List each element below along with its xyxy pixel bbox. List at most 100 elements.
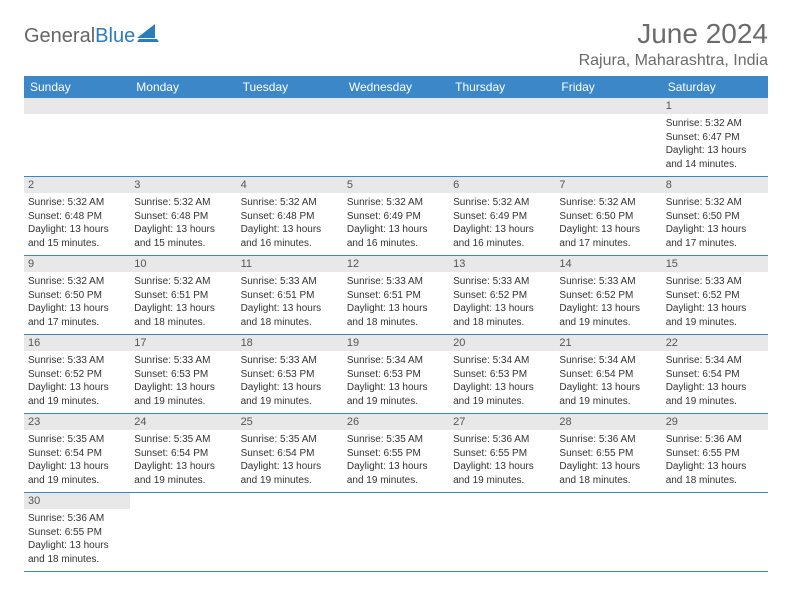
- daylight-text: Daylight: 13 hours and 19 minutes.: [559, 381, 657, 408]
- sunrise-text: Sunrise: 5:35 AM: [241, 433, 339, 447]
- sunrise-text: Sunrise: 5:33 AM: [559, 275, 657, 289]
- sunset-text: Sunset: 6:51 PM: [241, 289, 339, 303]
- calendar-cell: [130, 493, 236, 572]
- day-details: Sunrise: 5:34 AMSunset: 6:54 PMDaylight:…: [555, 351, 661, 413]
- day-number: 3: [130, 177, 236, 193]
- calendar-cell: [555, 493, 661, 572]
- daylight-text: Daylight: 13 hours and 18 minutes.: [241, 302, 339, 329]
- sail-icon: [137, 24, 159, 48]
- weekday-header-row: Sunday Monday Tuesday Wednesday Thursday…: [24, 76, 768, 98]
- sunset-text: Sunset: 6:54 PM: [559, 368, 657, 382]
- calendar-cell: 2Sunrise: 5:32 AMSunset: 6:48 PMDaylight…: [24, 177, 130, 256]
- day-details: Sunrise: 5:36 AMSunset: 6:55 PMDaylight:…: [555, 430, 661, 492]
- sunrise-text: Sunrise: 5:32 AM: [241, 196, 339, 210]
- sunrise-text: Sunrise: 5:34 AM: [559, 354, 657, 368]
- day-details: Sunrise: 5:35 AMSunset: 6:54 PMDaylight:…: [130, 430, 236, 492]
- calendar-cell: 28Sunrise: 5:36 AMSunset: 6:55 PMDayligh…: [555, 414, 661, 493]
- calendar-cell: 11Sunrise: 5:33 AMSunset: 6:51 PMDayligh…: [237, 256, 343, 335]
- day-number: 2: [24, 177, 130, 193]
- sunset-text: Sunset: 6:55 PM: [347, 447, 445, 461]
- daylight-text: Daylight: 13 hours and 14 minutes.: [666, 144, 764, 171]
- day-details: Sunrise: 5:34 AMSunset: 6:53 PMDaylight:…: [449, 351, 555, 413]
- sunrise-text: Sunrise: 5:36 AM: [559, 433, 657, 447]
- calendar-cell: 17Sunrise: 5:33 AMSunset: 6:53 PMDayligh…: [130, 335, 236, 414]
- day-details: Sunrise: 5:32 AMSunset: 6:48 PMDaylight:…: [24, 193, 130, 255]
- sunrise-text: Sunrise: 5:35 AM: [134, 433, 232, 447]
- day-details: Sunrise: 5:33 AMSunset: 6:52 PMDaylight:…: [555, 272, 661, 334]
- sunset-text: Sunset: 6:53 PM: [134, 368, 232, 382]
- day-details: Sunrise: 5:33 AMSunset: 6:51 PMDaylight:…: [343, 272, 449, 334]
- sunset-text: Sunset: 6:53 PM: [347, 368, 445, 382]
- daylight-text: Daylight: 13 hours and 19 minutes.: [28, 460, 126, 487]
- day-details: Sunrise: 5:32 AMSunset: 6:48 PMDaylight:…: [130, 193, 236, 255]
- daylight-text: Daylight: 13 hours and 19 minutes.: [241, 381, 339, 408]
- sunrise-text: Sunrise: 5:33 AM: [241, 275, 339, 289]
- sunset-text: Sunset: 6:52 PM: [666, 289, 764, 303]
- weekday-header: Sunday: [24, 76, 130, 98]
- sunrise-text: Sunrise: 5:32 AM: [134, 196, 232, 210]
- sunset-text: Sunset: 6:53 PM: [453, 368, 551, 382]
- sunrise-text: Sunrise: 5:32 AM: [134, 275, 232, 289]
- sunset-text: Sunset: 6:50 PM: [28, 289, 126, 303]
- calendar-cell: 25Sunrise: 5:35 AMSunset: 6:54 PMDayligh…: [237, 414, 343, 493]
- daylight-text: Daylight: 13 hours and 19 minutes.: [134, 460, 232, 487]
- daylight-text: Daylight: 13 hours and 19 minutes.: [347, 460, 445, 487]
- weekday-header: Thursday: [449, 76, 555, 98]
- sunset-text: Sunset: 6:49 PM: [347, 210, 445, 224]
- sunset-text: Sunset: 6:51 PM: [347, 289, 445, 303]
- day-details: Sunrise: 5:32 AMSunset: 6:49 PMDaylight:…: [449, 193, 555, 255]
- day-number: 19: [343, 335, 449, 351]
- day-number: 26: [343, 414, 449, 430]
- calendar-table: Sunday Monday Tuesday Wednesday Thursday…: [24, 76, 768, 572]
- sunset-text: Sunset: 6:52 PM: [453, 289, 551, 303]
- day-number: 1: [662, 98, 768, 114]
- sunset-text: Sunset: 6:47 PM: [666, 131, 764, 145]
- sunset-text: Sunset: 6:50 PM: [559, 210, 657, 224]
- day-details: Sunrise: 5:32 AMSunset: 6:51 PMDaylight:…: [130, 272, 236, 334]
- day-details: Sunrise: 5:33 AMSunset: 6:51 PMDaylight:…: [237, 272, 343, 334]
- sunset-text: Sunset: 6:49 PM: [453, 210, 551, 224]
- day-number-empty: [130, 98, 236, 114]
- weekday-header: Saturday: [662, 76, 768, 98]
- sunrise-text: Sunrise: 5:35 AM: [28, 433, 126, 447]
- day-number: 30: [24, 493, 130, 509]
- day-number: 6: [449, 177, 555, 193]
- day-number-empty: [237, 98, 343, 114]
- sunset-text: Sunset: 6:55 PM: [28, 526, 126, 540]
- day-number: 24: [130, 414, 236, 430]
- sunrise-text: Sunrise: 5:32 AM: [453, 196, 551, 210]
- day-details: Sunrise: 5:33 AMSunset: 6:52 PMDaylight:…: [24, 351, 130, 413]
- calendar-cell: [555, 98, 661, 177]
- day-number: 7: [555, 177, 661, 193]
- daylight-text: Daylight: 13 hours and 18 minutes.: [666, 460, 764, 487]
- day-number: 23: [24, 414, 130, 430]
- day-details: Sunrise: 5:35 AMSunset: 6:54 PMDaylight:…: [24, 430, 130, 492]
- sunrise-text: Sunrise: 5:32 AM: [28, 196, 126, 210]
- day-details: Sunrise: 5:35 AMSunset: 6:54 PMDaylight:…: [237, 430, 343, 492]
- calendar-cell: 15Sunrise: 5:33 AMSunset: 6:52 PMDayligh…: [662, 256, 768, 335]
- calendar-cell: 27Sunrise: 5:36 AMSunset: 6:55 PMDayligh…: [449, 414, 555, 493]
- day-number: 14: [555, 256, 661, 272]
- day-number: 28: [555, 414, 661, 430]
- day-number: 17: [130, 335, 236, 351]
- daylight-text: Daylight: 13 hours and 16 minutes.: [347, 223, 445, 250]
- logo: GeneralBlue: [24, 18, 159, 48]
- daylight-text: Daylight: 13 hours and 18 minutes.: [453, 302, 551, 329]
- sunrise-text: Sunrise: 5:33 AM: [134, 354, 232, 368]
- sunset-text: Sunset: 6:48 PM: [134, 210, 232, 224]
- sunrise-text: Sunrise: 5:35 AM: [347, 433, 445, 447]
- calendar-week-row: 30Sunrise: 5:36 AMSunset: 6:55 PMDayligh…: [24, 493, 768, 572]
- calendar-cell: 1Sunrise: 5:32 AMSunset: 6:47 PMDaylight…: [662, 98, 768, 177]
- day-number: 15: [662, 256, 768, 272]
- calendar-cell: 12Sunrise: 5:33 AMSunset: 6:51 PMDayligh…: [343, 256, 449, 335]
- day-number: 10: [130, 256, 236, 272]
- sunrise-text: Sunrise: 5:32 AM: [347, 196, 445, 210]
- header: GeneralBlue June 2024 Rajura, Maharashtr…: [24, 18, 768, 70]
- sunset-text: Sunset: 6:48 PM: [28, 210, 126, 224]
- calendar-cell: [237, 493, 343, 572]
- sunset-text: Sunset: 6:55 PM: [559, 447, 657, 461]
- calendar-cell: 22Sunrise: 5:34 AMSunset: 6:54 PMDayligh…: [662, 335, 768, 414]
- calendar-cell: [343, 98, 449, 177]
- day-number: 8: [662, 177, 768, 193]
- calendar-cell: [130, 98, 236, 177]
